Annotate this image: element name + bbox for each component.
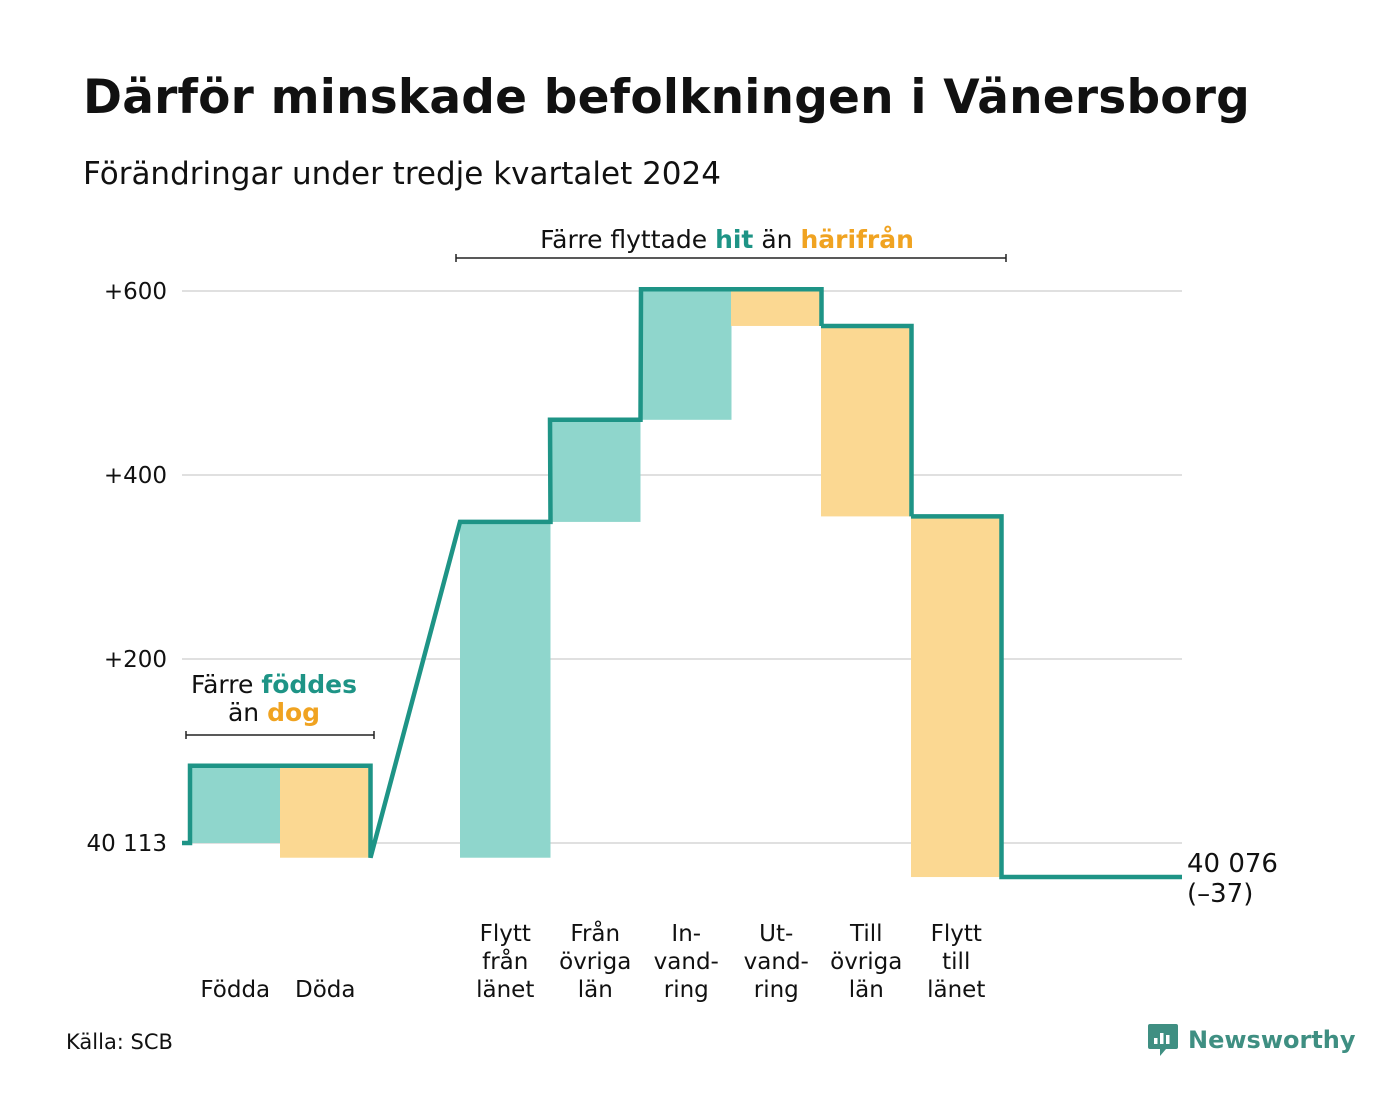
chart-title: Därför minskade befolkningen i Vänersbor… [83,70,1250,125]
annotation-highlight-out: dog [267,698,320,727]
y-tick-label: 40 113 [87,831,167,857]
category-label-line: till [942,949,970,975]
category-label-line: länet [927,977,985,1003]
category-label-line: Flytt [480,921,531,947]
category-label: Födda [200,977,270,1003]
annotation-highlight-in: föddes [261,670,357,699]
category-label: Från övriga län [559,919,631,1003]
births-annotation-line1: Färre föddes [191,670,357,699]
annotation-highlight-out: härifrån [800,225,913,254]
annotation-text: Färre [191,670,261,699]
births-annotation-line2: än dog [228,698,320,727]
category-label-line: ring [754,977,799,1003]
bar-decrease [280,765,371,858]
end-value-label: 40 076 [1187,849,1278,879]
step-line-group [182,286,1182,880]
category-label-line: från [482,947,528,975]
category-label: Flytt från länet [476,921,534,1003]
bar-decrease [821,325,912,517]
annotation-text: Färre flyttade [540,225,715,254]
category-label-line: Födda [200,977,270,1003]
annotation-text: än [228,698,267,727]
category-label-line: län [849,977,884,1003]
newsworthy-logo-icon [1148,1024,1178,1056]
category-label-line: Döda [295,977,355,1003]
y-tick-label: +600 [104,279,167,305]
annotation-highlight-in: hit [715,225,753,254]
category-label: In-vand-ring [654,921,719,1003]
bar-increase [190,765,281,843]
brand-name: Newsworthy [1188,1026,1356,1054]
annotation-text: än [753,225,800,254]
category-label-line: övriga [559,949,631,975]
source-note: Källa: SCB [66,1030,173,1054]
bar-decrease [731,289,822,326]
category-label-line: övriga [830,949,902,975]
category-label-line: In- [671,921,701,947]
y-tick-label: +200 [104,647,167,673]
category-label-line: länet [476,977,534,1003]
category-label-line: Från [570,919,620,947]
bar-increase [460,521,551,858]
brand-logo: Newsworthy [1147,1022,1356,1058]
bar-decrease [911,516,1002,878]
bar-increase [550,419,641,522]
net-change-label: (–37) [1187,879,1253,909]
bar-increase [641,289,732,420]
moves-annotation: Färre flyttade hit än härifrån [540,225,914,254]
y-axis-ticks: +600 +400 +200 40 113 40 076(–37) [87,279,1278,909]
category-label: Till övriga län [830,921,902,1003]
category-label-line: vand- [654,949,719,975]
category-label: Döda [295,977,355,1003]
category-label-line: ring [664,977,709,1003]
y-tick-label: +400 [104,463,167,489]
bars [190,289,1002,878]
category-label-line: vand- [744,949,809,975]
category-label-line: Till [849,921,883,947]
chart-subtitle: Förändringar under tredje kvartalet 2024 [83,156,721,192]
category-label-line: län [578,977,613,1003]
category-label: Ut-vand-ring [744,921,809,1003]
step-line [182,286,1182,880]
category-label-line: Ut- [759,921,793,947]
category-label: Flytt till länet [927,921,985,1003]
category-label-line: Flytt [931,921,982,947]
